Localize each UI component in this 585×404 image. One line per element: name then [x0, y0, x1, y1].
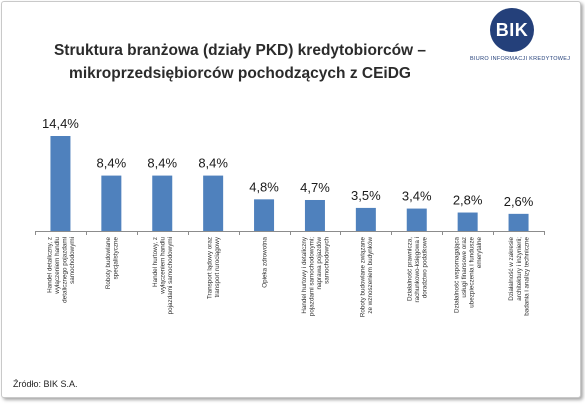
bar-5 [254, 199, 275, 231]
data-label-8: 3,4% [402, 189, 432, 204]
data-label-9: 2,8% [453, 193, 483, 208]
bar-2 [101, 175, 122, 231]
bar-3 [152, 175, 173, 231]
data-label-1: 14,4% [42, 116, 79, 131]
category-label-7: Roboty budowlane związaneze wznoszeniem … [359, 237, 374, 318]
bik-logo-caption: BIURO INFORMACJI KREDYTOWEJ [470, 56, 571, 62]
bar-4 [203, 175, 224, 231]
category-label-4: Transport lądowy oraztransport rurociągo… [207, 236, 222, 299]
category-label-6: Handel hurtowy i detalicznypojazdami sam… [301, 236, 331, 316]
category-label-2: Roboty budowlanespecjalistyczne [105, 237, 120, 290]
bar-7 [355, 207, 376, 231]
category-label-10: Działalność w zakresiearchitektury i inż… [508, 237, 530, 316]
chart-title-line-1: Struktura branżowa (działy PKD) kredytob… [53, 42, 427, 59]
bar-10 [508, 213, 529, 231]
category-label-8: Działalność prawnicza,rachunkowo-księgow… [406, 237, 428, 303]
bar-6 [304, 199, 325, 231]
source-note: Źródło: BIK S.A. [13, 379, 78, 389]
data-label-10: 2,6% [504, 194, 534, 209]
category-label-3: Handel hurtowy, zwyłączeniem handlupojaz… [152, 237, 174, 315]
chart-title-line-2: mikroprzedsiębiorców pochodzących z CEiD… [69, 65, 411, 82]
bar-9 [457, 212, 478, 231]
data-label-2: 8,4% [97, 156, 127, 171]
category-label-9: Działalność wspomagającausługi finansowe… [453, 237, 483, 313]
bik-logo-mark: BIK [490, 8, 534, 52]
bik-logo: BIK BIURO INFORMACJI KREDYTOWEJ [470, 8, 570, 68]
data-label-4: 8,4% [198, 156, 228, 171]
data-label-3: 8,4% [147, 156, 177, 171]
data-label-6: 4,7% [300, 180, 330, 195]
bar-8 [406, 208, 427, 231]
category-label-1: Handel detaliczny, zwyłączeniem handlude… [46, 237, 76, 303]
chart-frame [1, 1, 581, 398]
data-label-5: 4,8% [249, 179, 279, 194]
chart-title: Struktura branżowa (działy PKD) kredytob… [40, 39, 440, 85]
bar-1 [50, 136, 71, 231]
category-label-5: Opieka zdrowotna [261, 237, 268, 288]
data-label-7: 3,5% [351, 188, 381, 203]
